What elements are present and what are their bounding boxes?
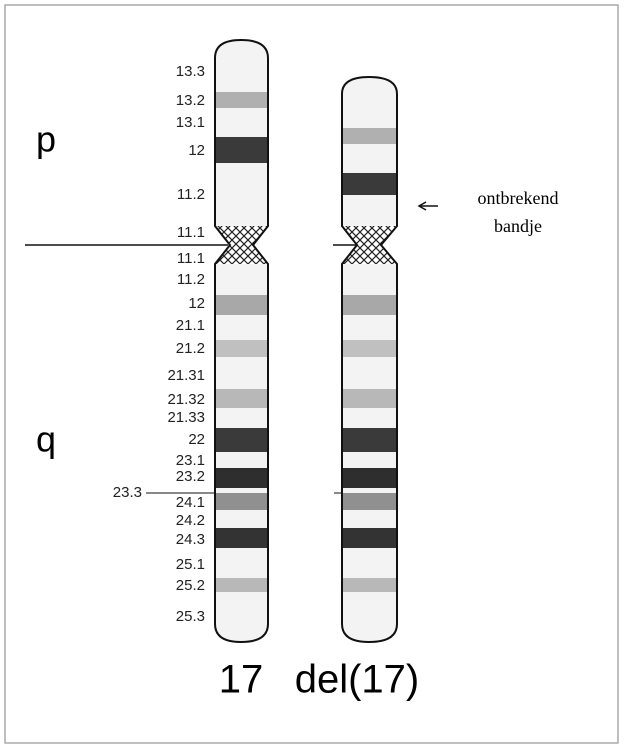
band-label: 11.2 bbox=[177, 186, 205, 203]
arm-label: q bbox=[36, 419, 56, 460]
band-label: 25.1 bbox=[176, 556, 205, 573]
chromosome-del17 bbox=[342, 77, 397, 642]
band-label: 21.32 bbox=[167, 391, 205, 408]
chromosome-17 bbox=[215, 40, 268, 642]
arrow bbox=[417, 201, 438, 211]
annotation: bandje bbox=[494, 216, 542, 236]
arm-label: p bbox=[36, 119, 56, 160]
band-label: 11.2 bbox=[177, 271, 205, 288]
band-label: 13.2 bbox=[176, 92, 205, 109]
chromosome-label: del(17) bbox=[295, 658, 420, 702]
band-label: 25.3 bbox=[176, 608, 205, 625]
band-label: 24.1 bbox=[176, 494, 205, 511]
band-label: 11.1 bbox=[177, 250, 205, 267]
chromosome-label: 17 bbox=[219, 658, 264, 702]
band-label: 21.2 bbox=[176, 340, 205, 357]
chromosome-outline bbox=[341, 75, 398, 644]
band-label: 23.2 bbox=[176, 468, 205, 485]
band-label: 23.3 bbox=[113, 484, 142, 501]
band-label: 23.1 bbox=[176, 452, 205, 469]
band-label: 24.2 bbox=[176, 512, 205, 529]
band-label: 13.3 bbox=[176, 63, 205, 80]
band-label: 24.3 bbox=[176, 531, 205, 548]
band-label: 12 bbox=[188, 295, 205, 312]
band-label: 21.33 bbox=[167, 409, 205, 426]
annotation: ontbrekend bbox=[478, 188, 559, 208]
band-label: 25.2 bbox=[176, 577, 205, 594]
band-label: 12 bbox=[188, 142, 205, 159]
band-labels: 13.3 13.2 13.1 12 11.2 11.1 11.1 11.2 12 21.1 21.2… bbox=[113, 63, 205, 625]
band-label: 21.31 bbox=[167, 367, 205, 384]
band-label: 13.1 bbox=[176, 114, 205, 131]
chromosome-outline bbox=[214, 38, 269, 644]
frame bbox=[4, 4, 619, 744]
band-label: 21.1 bbox=[176, 317, 205, 334]
band-label: 22 bbox=[188, 431, 205, 448]
band-label: 11.1 bbox=[177, 224, 205, 241]
